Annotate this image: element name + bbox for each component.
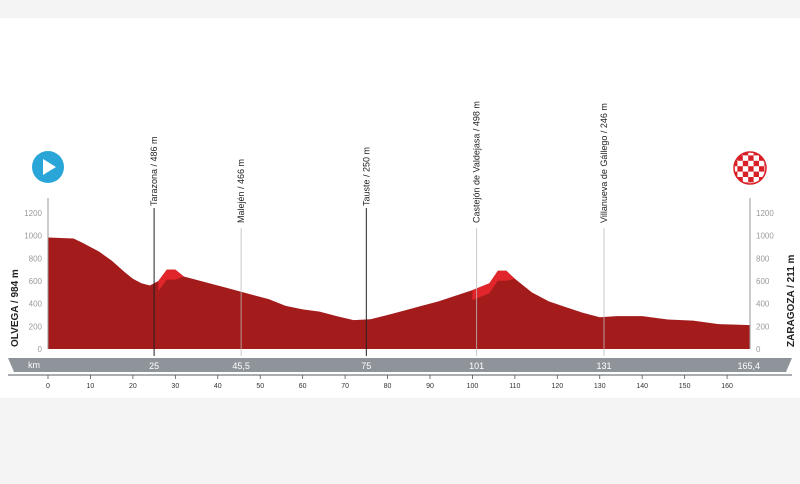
finish-location-label: ZARAGOZA / 211 m	[786, 254, 797, 347]
waypoint-label-1: Tarazona / 486 m	[149, 136, 159, 206]
y-tick-left: 600	[29, 277, 43, 286]
x-tick-label: 140	[636, 383, 648, 390]
distance-band-unit: km	[28, 360, 40, 370]
y-tick-right: 800	[756, 254, 770, 263]
checker-square	[748, 166, 754, 172]
x-tick-label: 50	[256, 383, 264, 390]
waypoint-km-4: 101	[469, 361, 484, 371]
waypoint-label-5: Villanueva de Gállego / 246 m	[599, 103, 609, 223]
checker-square	[742, 171, 749, 177]
checker-square	[764, 152, 766, 156]
checker-square	[742, 160, 749, 167]
finish-flag-icon	[733, 151, 767, 185]
x-tick-label: 100	[467, 383, 479, 390]
checker-square	[764, 182, 766, 184]
checker-square	[753, 160, 759, 167]
start-location-label: OLVEGA / 984 m	[10, 269, 21, 347]
x-tick-label: 70	[341, 383, 349, 390]
y-tick-left: 1200	[24, 209, 42, 218]
x-tick-label: 160	[721, 383, 733, 390]
y-tick-right: 1200	[756, 209, 774, 218]
x-tick-label: 10	[87, 383, 95, 390]
y-tick-right: 400	[756, 300, 770, 309]
waypoint-label-3: Tauste / 250 m	[361, 147, 371, 206]
waypoint-km-5: 131	[596, 361, 611, 371]
y-tick-left: 200	[29, 322, 43, 331]
waypoint-km-1: 25	[149, 361, 159, 371]
y-tick-right: 0	[756, 345, 761, 354]
elevation-area	[48, 237, 750, 349]
x-tick-label: 40	[214, 383, 222, 390]
x-tick-label: 20	[129, 383, 137, 390]
play-icon	[43, 159, 56, 175]
checker-square	[737, 155, 743, 161]
climb-highlight-2	[472, 270, 515, 301]
waypoint-label-4: Castejón de Valdejasa / 498 m	[472, 101, 482, 223]
waypoint-km-2: 45,5	[232, 361, 250, 371]
finish-icon-ring	[733, 151, 767, 185]
checker-square	[748, 177, 754, 183]
x-tick-label: 120	[551, 383, 563, 390]
checker-square	[734, 160, 738, 167]
x-tick-label: 110	[509, 383, 520, 390]
waypoint-label-2: Malején / 466 m	[236, 159, 246, 223]
x-tick-label: 80	[384, 383, 392, 390]
checker-square	[753, 171, 759, 177]
y-tick-left: 1000	[24, 232, 42, 241]
y-tick-left: 800	[29, 254, 43, 263]
y-tick-right: 600	[756, 277, 770, 286]
checker-square	[737, 166, 743, 172]
x-tick-label: 0	[46, 383, 50, 390]
y-tick-right: 1000	[756, 232, 774, 241]
x-tick-label: 150	[679, 383, 691, 390]
climb-highlight-1	[158, 269, 184, 291]
stage-profile-panel: 0 0 200 200 400 400 600 600 800 800 1000 1000 1200 12…	[0, 18, 800, 398]
y-tick-left: 0	[38, 345, 43, 354]
start-icon	[32, 151, 64, 183]
x-tick-label: 60	[299, 383, 307, 390]
distance-band	[8, 358, 792, 372]
x-tick-label: 90	[426, 383, 434, 390]
checker-square	[742, 152, 749, 156]
waypoint-km-3: 75	[361, 361, 371, 371]
y-tick-right: 200	[756, 322, 770, 331]
finish-km-label: 165,4	[737, 361, 760, 371]
checker-square	[734, 152, 738, 156]
y-tick-left: 400	[29, 300, 43, 309]
x-tick-label: 130	[594, 383, 606, 390]
checker-square	[734, 182, 738, 184]
finish-checker	[734, 152, 766, 184]
checker-square	[748, 155, 754, 161]
x-tick-label: 30	[171, 383, 179, 390]
checker-square	[759, 166, 765, 172]
